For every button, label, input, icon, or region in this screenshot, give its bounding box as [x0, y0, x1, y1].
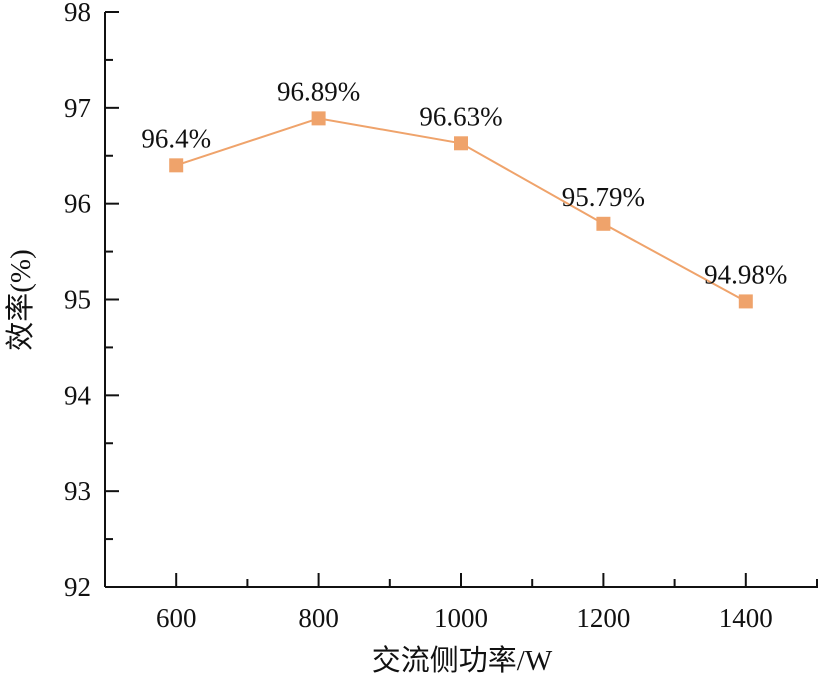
- x-axis-title: 交流侧功率/W: [372, 644, 553, 676]
- x-tick-label: 1400: [719, 603, 773, 633]
- data-point-label: 96.89%: [277, 76, 360, 106]
- data-point-marker: [454, 136, 468, 151]
- y-axis-ticks: 92 93 94 95 96 97 98: [64, 0, 119, 602]
- data-point-marker: [596, 216, 611, 231]
- x-tick-label: 1000: [434, 603, 488, 633]
- x-axis-ticks: 600 800 1000 1200 1400: [156, 573, 773, 633]
- y-tick-label: 98: [64, 0, 91, 27]
- data-point-label: 94.98%: [704, 259, 787, 289]
- x-tick-label: 800: [298, 603, 339, 633]
- y-tick-label: 96: [64, 189, 91, 219]
- data-point-marker: [311, 111, 326, 126]
- y-axis-title: 效率(%): [4, 249, 37, 350]
- data-point-label: 96.63%: [419, 101, 502, 131]
- x-tick-label: 600: [156, 603, 197, 633]
- y-tick-label: 92: [64, 572, 91, 602]
- data-series: 96.4% 96.89% 96.63% 95.79% 94.98%: [141, 76, 787, 309]
- x-tick-label: 1200: [576, 603, 630, 633]
- data-point-marker: [738, 294, 753, 309]
- data-point-label: 95.79%: [562, 182, 645, 212]
- y-tick-label: 93: [64, 476, 91, 506]
- y-tick-label: 95: [64, 285, 91, 315]
- y-tick-label: 94: [64, 380, 92, 410]
- axes: [104, 12, 818, 588]
- y-tick-label: 97: [64, 93, 91, 123]
- data-point-label: 96.4%: [141, 123, 211, 153]
- data-point-marker: [169, 158, 184, 173]
